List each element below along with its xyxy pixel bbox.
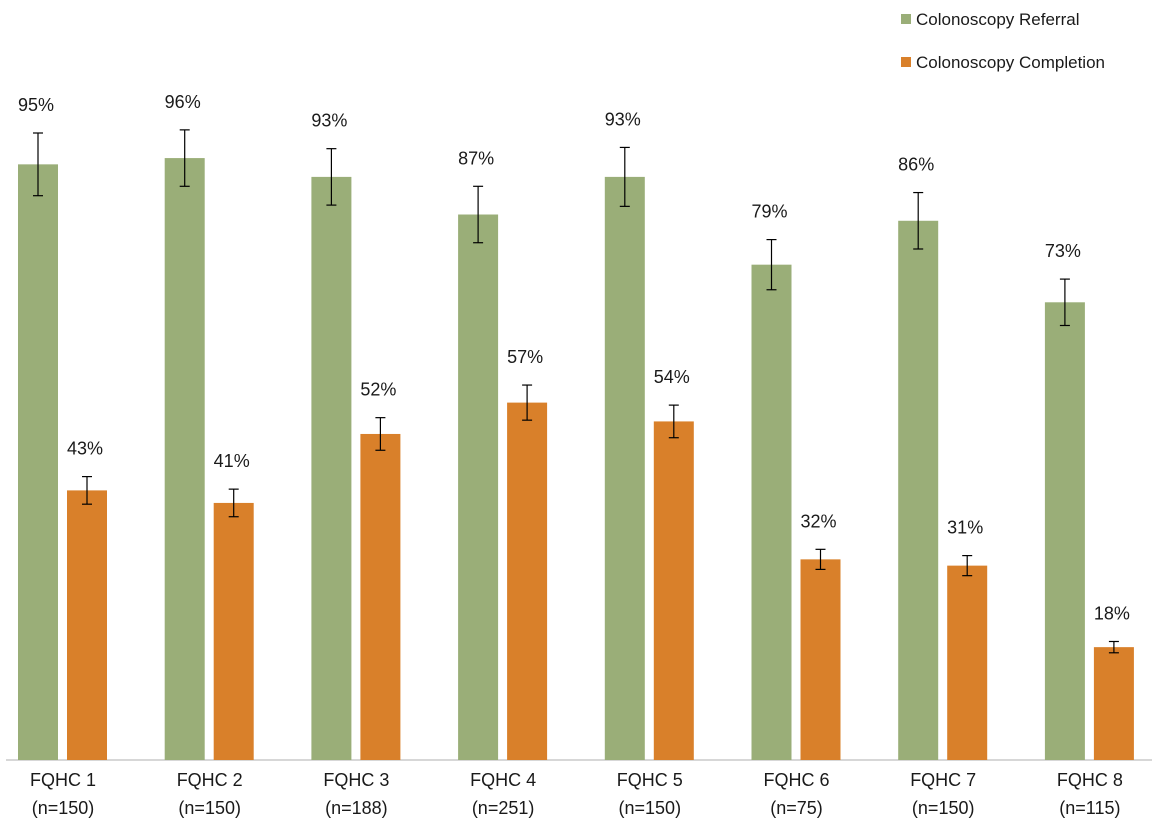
referral-data-label: 87% (458, 148, 494, 168)
x-tick-label: (n=115) (1059, 798, 1120, 818)
completion-bar (360, 433, 401, 760)
referral-data-label: 93% (311, 111, 347, 131)
x-tick-label: (n=75) (770, 798, 823, 818)
referral-data-label: 93% (605, 109, 641, 129)
x-tick-label: (n=150) (178, 798, 241, 818)
completion-bar (507, 402, 548, 760)
completion-data-label: 52% (360, 380, 396, 400)
completion-bar (947, 565, 988, 760)
referral-bar (1044, 302, 1085, 760)
completion-data-label: 31% (947, 518, 983, 538)
completion-data-label: 43% (67, 439, 103, 459)
completion-data-label: 54% (654, 367, 690, 387)
referral-bar (18, 164, 58, 761)
x-tick-label: (n=150) (32, 798, 95, 818)
referral-data-label: 79% (751, 202, 787, 222)
referral-data-label: 86% (898, 155, 934, 175)
referral-bar (604, 176, 645, 760)
completion-data-label: 41% (214, 451, 250, 471)
x-tick-label: FQHC 5 (617, 770, 683, 790)
completion-bar (213, 502, 254, 760)
referral-bar (164, 158, 205, 760)
referral-data-label: 95% (18, 95, 54, 115)
x-tick-label: FQHC 2 (177, 770, 243, 790)
legend-label: Colonoscopy Referral (916, 10, 1079, 29)
x-tick-label: FQHC 1 (30, 770, 96, 790)
referral-bar (898, 220, 939, 760)
completion-bar (67, 490, 107, 760)
legend-swatch (901, 57, 911, 67)
referral-data-label: 96% (165, 92, 201, 112)
x-tick-label: (n=251) (472, 798, 535, 818)
referral-data-label: 73% (1045, 241, 1081, 261)
referral-bar (458, 214, 499, 760)
completion-data-label: 18% (1094, 603, 1130, 623)
x-tick-label: FQHC 4 (470, 770, 536, 790)
referral-bar (751, 264, 792, 760)
legend-swatch (901, 14, 911, 24)
completion-bar (653, 421, 694, 760)
x-tick-label: FQHC 8 (1057, 770, 1123, 790)
x-tick-label: FQHC 3 (323, 770, 389, 790)
x-tick-label: FQHC 7 (910, 770, 976, 790)
completion-bar (800, 559, 841, 760)
completion-data-label: 32% (800, 511, 836, 531)
referral-bar (311, 176, 352, 760)
x-tick-label: FQHC 6 (763, 770, 829, 790)
completion-data-label: 57% (507, 347, 543, 367)
x-tick-label: (n=188) (325, 798, 388, 818)
x-tick-label: (n=150) (619, 798, 682, 818)
completion-bar (1093, 647, 1134, 760)
legend-label: Colonoscopy Completion (916, 53, 1105, 72)
x-tick-label: (n=150) (912, 798, 975, 818)
